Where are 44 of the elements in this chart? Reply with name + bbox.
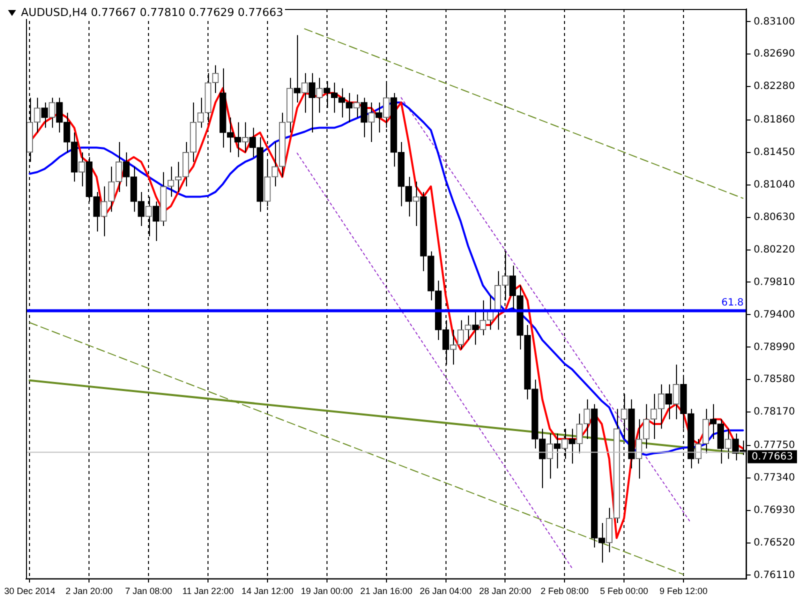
x-tick-label: 11 Jan 22:00 bbox=[182, 586, 234, 596]
candlestick bbox=[308, 72, 316, 134]
x-tick-label: 21 Jan 16:00 bbox=[360, 586, 412, 596]
y-tick-label: 0.77340 bbox=[754, 472, 796, 484]
y-tick-label: 0.78990 bbox=[754, 342, 796, 353]
y-tick-label: 0.78580 bbox=[754, 374, 796, 386]
candlestick bbox=[41, 102, 48, 128]
y-tick-label: 0.81450 bbox=[754, 146, 796, 158]
y-tick-label: 0.76930 bbox=[754, 504, 796, 516]
candlestick bbox=[568, 428, 576, 464]
y-tick-label: 0.81040 bbox=[754, 179, 796, 190]
x-tick-label: 19 Jan 00:00 bbox=[300, 586, 353, 596]
candlestick bbox=[168, 166, 174, 198]
x-tick-label: 9 Feb 12:00 bbox=[659, 586, 708, 596]
y-tick-label: 0.81860 bbox=[754, 114, 796, 126]
y-tick-label: 0.76110 bbox=[754, 570, 796, 581]
y-tick-label: 0.77750 bbox=[754, 440, 796, 451]
candlestick bbox=[294, 34, 300, 103]
y-tick-label: 0.79810 bbox=[754, 276, 796, 288]
ref-line-label: 0.77663 bbox=[752, 451, 794, 462]
x-tick-label: 7 Jan 08:00 bbox=[125, 586, 172, 596]
candlestick bbox=[472, 310, 479, 346]
candlestick bbox=[376, 102, 382, 134]
y-tick-label: 0.80220 bbox=[754, 244, 796, 256]
y-tick-label: 0.76520 bbox=[754, 537, 796, 548]
candlestick bbox=[554, 432, 561, 469]
candlestick bbox=[360, 97, 368, 138]
candlestick bbox=[152, 200, 160, 242]
y-tick-label: 0.82280 bbox=[754, 81, 796, 92]
chart-title: AUDUSD,H4 0.77667 0.77810 0.77629 0.77663 bbox=[21, 6, 284, 19]
x-tick-label: 28 Jan 20:00 bbox=[479, 586, 532, 596]
candlestick bbox=[665, 384, 672, 420]
y-tick-label: 0.79400 bbox=[754, 309, 796, 320]
y-tick-label: 0.78170 bbox=[754, 406, 796, 418]
y-tick-label: 0.82690 bbox=[754, 48, 796, 60]
x-tick-label: 26 Jan 04:00 bbox=[420, 586, 472, 596]
x-tick-label: 30 Dec 2014 bbox=[4, 586, 56, 596]
annotation: 61.8 bbox=[721, 297, 744, 308]
y-tick-label: 0.83100 bbox=[754, 16, 796, 28]
x-tick-label: 14 Jan 12:00 bbox=[241, 586, 294, 596]
x-tick-label: 2 Jan 20:00 bbox=[66, 586, 113, 596]
y-tick-label: 0.80630 bbox=[754, 212, 796, 223]
x-tick-label: 2 Feb 08:00 bbox=[540, 586, 589, 596]
x-tick-label: 5 Feb 00:00 bbox=[600, 586, 648, 596]
